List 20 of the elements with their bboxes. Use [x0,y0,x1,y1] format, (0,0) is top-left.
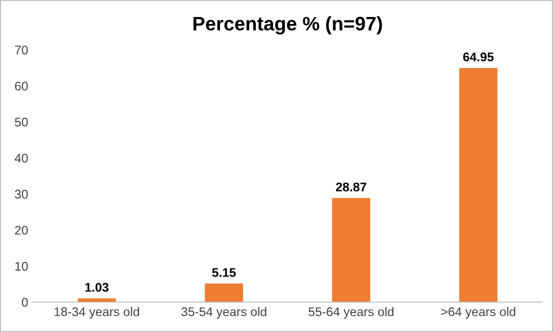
y-tick-label: 0 [22,298,28,307]
x-tick-label: >64 years old [441,306,516,319]
x-tick-label: 55-64 years old [308,306,394,319]
y-tick-label: 10 [15,262,28,271]
data-label: 5.15 [212,268,236,277]
bar [459,68,498,302]
data-label: 1.03 [85,282,108,292]
y-tick-label: 20 [15,226,28,235]
y-tick-label: 60 [15,82,28,90]
y-tick-label: 40 [14,154,28,163]
chart-title: Percentage % (n=97) [193,16,382,34]
x-tick-label: 18-34 years old [54,306,140,319]
y-tick-label: 70 [15,46,28,54]
bar [204,284,244,302]
data-label: 28.87 [336,182,366,192]
x-tick-label: 35-54 years old [181,306,266,319]
y-tick-label: 30 [14,190,28,199]
data-label: 64.95 [463,52,494,62]
bar [332,198,370,302]
y-tick-label: 50 [14,118,28,127]
